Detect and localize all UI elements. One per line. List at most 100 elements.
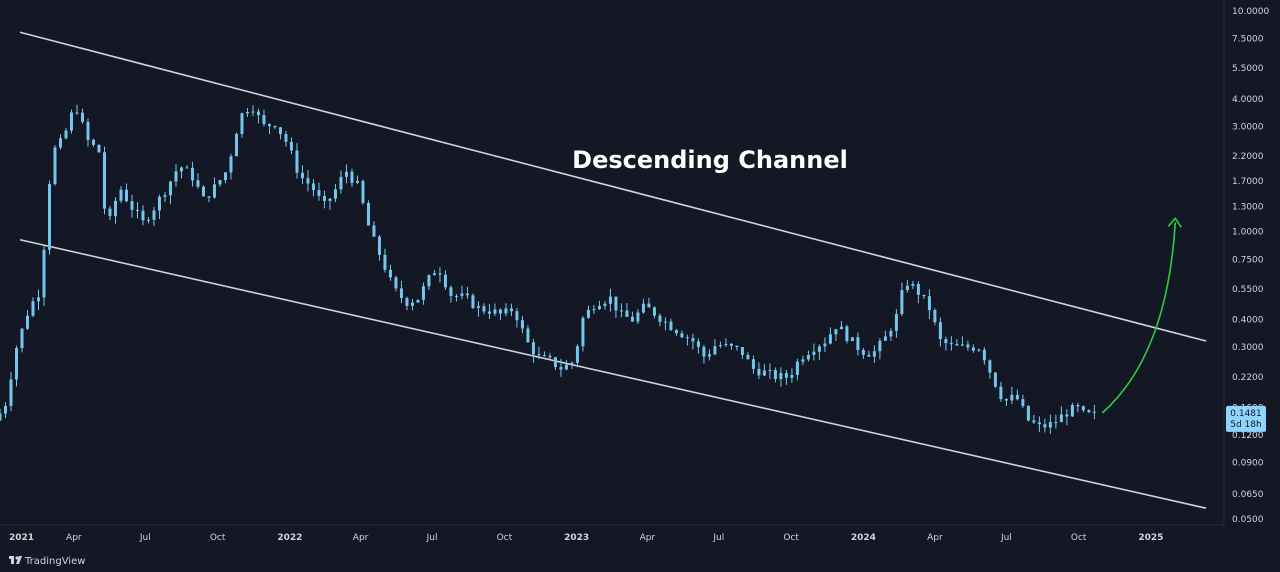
candle [856,332,860,356]
last-price-tag: 0.1481 5d 18h [1226,405,1266,432]
candle [47,180,51,255]
candle [482,303,486,315]
candle [295,143,299,179]
candle [729,343,733,350]
candle [31,297,35,318]
candle [839,320,843,330]
y-tick-label: 1.0000 [1232,228,1264,238]
candle [372,221,376,237]
candle [130,194,134,218]
candle [350,168,354,187]
y-tick-label: 0.3000 [1232,343,1264,353]
candle [669,318,673,331]
candle [762,364,766,377]
candle [1004,398,1008,406]
candle [564,360,568,371]
candle [867,350,871,357]
candle [218,179,222,187]
candle [900,282,904,317]
candle [982,347,986,365]
candle [53,145,57,186]
candle [449,285,453,303]
candle [894,309,898,338]
candle [284,130,288,147]
candle [377,235,381,261]
candle [960,336,964,347]
candle [630,311,634,322]
candle [746,352,750,360]
candle [3,402,7,418]
candle [1015,389,1019,401]
candle [245,107,249,117]
candle [658,313,662,327]
channel-lower-line [19,238,1207,509]
candle [1043,418,1047,433]
channel-upper-line [19,31,1207,342]
candle [570,361,574,369]
candle [498,308,502,320]
candle [20,328,24,353]
tradingview-logo-icon[interactable] [9,556,22,564]
candle [724,338,728,347]
candle [1021,394,1025,409]
candle [1081,405,1085,413]
candle [801,355,805,366]
x-tick-label: Apr [353,533,369,543]
candle [581,316,585,352]
candle [311,179,315,197]
candle [537,346,541,360]
candle [273,125,277,129]
candle [641,298,645,314]
candle [42,245,46,306]
candle [927,289,931,320]
candle [289,137,293,155]
candle [476,301,480,317]
candle [113,197,117,224]
candle [817,344,821,361]
candle [1070,402,1074,417]
candle [680,330,684,339]
candle [460,285,464,300]
candle [190,161,194,187]
y-tick-label: 1.7000 [1232,177,1264,187]
candle [933,308,937,326]
x-axis[interactable]: 2021 Apr Jul Oct 2022 Apr Jul Oct 2023 Apr Jul Oct 2… [9,533,1163,543]
tradingview-brand[interactable]: TradingView [24,556,85,567]
candle [388,264,392,281]
candle [977,348,981,352]
candle [812,343,816,361]
candle [102,146,106,215]
candle [883,330,887,341]
candle [878,338,882,360]
candle [207,196,211,203]
candle [146,217,150,224]
candle [911,280,915,290]
candle [850,337,854,342]
candle [773,367,777,383]
x-tick-label: Oct [1071,533,1087,543]
x-tick-label: 2024 [851,533,876,543]
y-axis[interactable]: 10.0000 7.5000 5.5000 4.0000 3.0000 2.2000 1.7… [1232,7,1269,525]
candle [410,299,414,311]
candle [586,305,590,319]
price-tag-background [1226,405,1266,432]
projection-arrow-head [1167,217,1182,228]
candle [267,123,271,134]
y-tick-label: 0.0500 [1232,515,1264,525]
candle [542,351,546,357]
candle [487,303,491,320]
y-tick-label: 0.2200 [1232,373,1264,383]
candle [355,175,359,185]
candle [740,347,744,359]
candle [713,339,717,356]
candle [36,289,40,311]
candle [229,153,233,180]
candle [174,164,178,187]
candles [0,104,1096,434]
y-tick-label: 1.3000 [1232,203,1264,213]
candle [14,345,18,387]
candle [86,118,90,147]
candle [196,173,200,189]
